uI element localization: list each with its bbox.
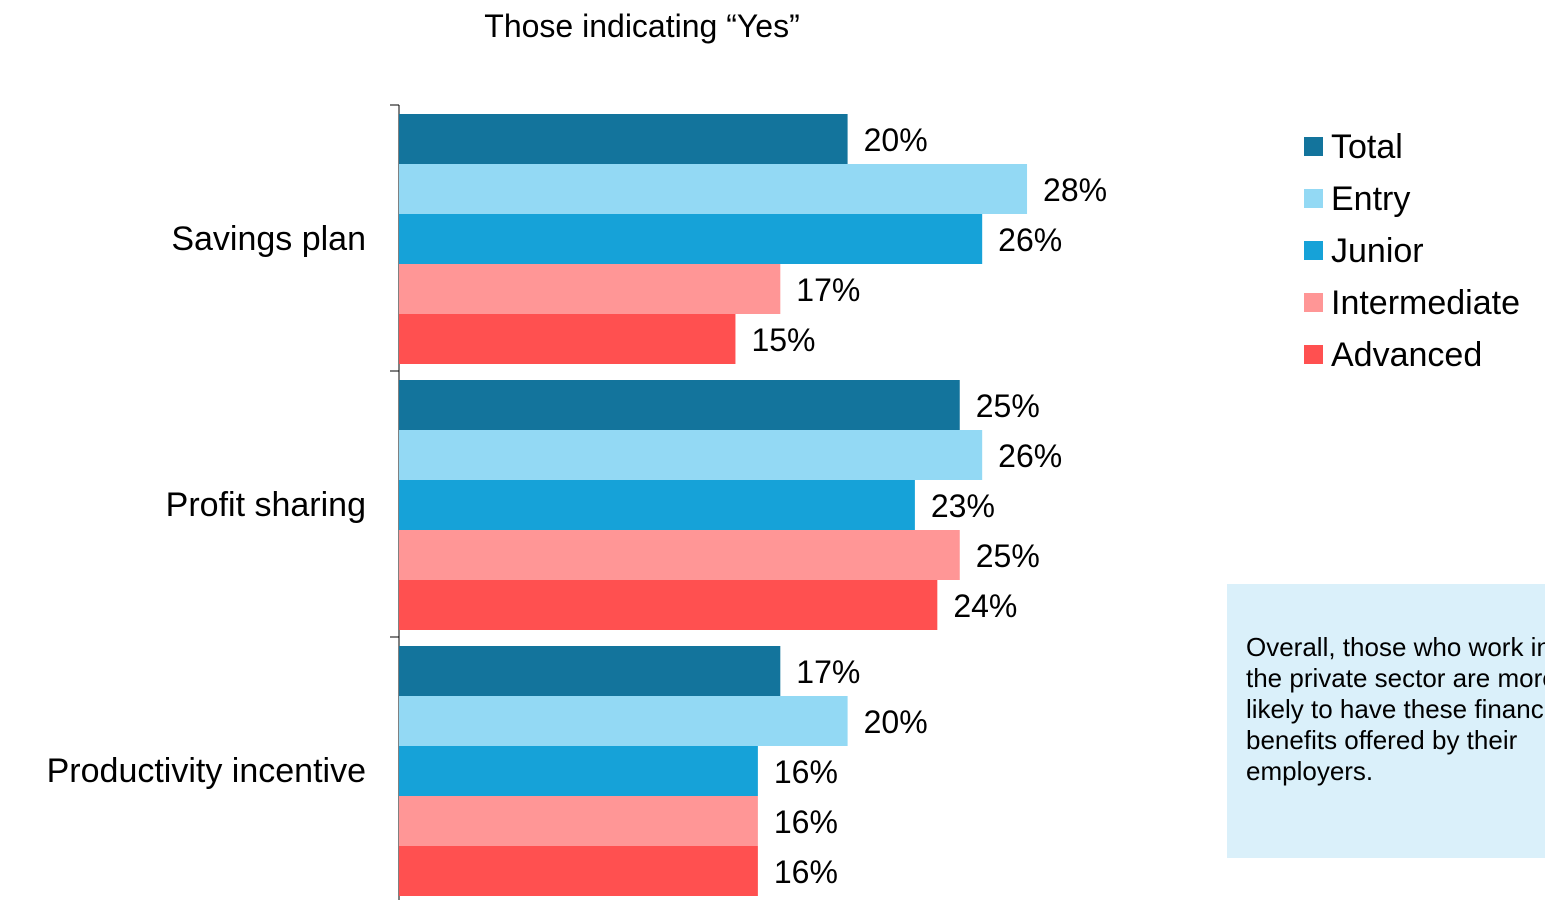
legend-label: Advanced <box>1331 336 1482 374</box>
bar-junior <box>399 214 983 264</box>
data-label: 26% <box>998 222 1062 258</box>
bar-intermediate <box>399 530 960 580</box>
category-label: Productivity incentive <box>47 752 366 790</box>
bar-advanced <box>399 580 938 630</box>
data-label: 16% <box>774 804 838 840</box>
legend-swatch <box>1304 241 1323 260</box>
legend-swatch <box>1304 189 1323 208</box>
bars <box>399 114 1028 896</box>
bar-junior <box>399 746 758 796</box>
callout-text: Overall, those who work in the private s… <box>1246 632 1545 786</box>
category-label: Savings plan <box>171 220 366 258</box>
data-label: 20% <box>864 704 928 740</box>
legend-label: Total <box>1331 128 1403 166</box>
bar-total <box>399 114 848 164</box>
data-label: 24% <box>953 588 1017 624</box>
legend-swatch <box>1304 345 1323 364</box>
data-label: 26% <box>998 438 1062 474</box>
data-label: 17% <box>796 272 860 308</box>
data-label: 17% <box>796 654 860 690</box>
data-label: 25% <box>976 538 1040 574</box>
data-label: 16% <box>774 754 838 790</box>
bar-total <box>399 646 781 696</box>
data-labels: 20%28%26%17%15%25%26%23%25%24%17%20%16%1… <box>751 122 1107 890</box>
bar-advanced <box>399 314 736 364</box>
legend: Total Entry Junior Intermediate Advanced <box>1304 128 1520 374</box>
chart-title: Those indicating “Yes” <box>484 8 799 44</box>
bar-total <box>399 380 960 430</box>
legend-label: Entry <box>1331 180 1410 218</box>
data-label: 16% <box>774 854 838 890</box>
data-label: 28% <box>1043 172 1107 208</box>
legend-label: Junior <box>1331 232 1424 270</box>
data-label: 15% <box>751 322 815 358</box>
category-labels: Savings plan Profit sharing Productivity i… <box>47 220 366 790</box>
callout-box: Overall, those who work in the private s… <box>1227 584 1545 858</box>
bar-entry <box>399 430 983 480</box>
data-label: 25% <box>976 388 1040 424</box>
legend-label: Intermediate <box>1331 284 1520 322</box>
category-label: Profit sharing <box>166 486 366 524</box>
bar-entry <box>399 696 848 746</box>
bar-junior <box>399 480 915 530</box>
bar-intermediate <box>399 264 781 314</box>
legend-swatch <box>1304 293 1323 312</box>
chart-axis <box>390 104 400 900</box>
bar-advanced <box>399 846 758 896</box>
bar-intermediate <box>399 796 758 846</box>
data-label: 23% <box>931 488 995 524</box>
legend-swatch <box>1304 137 1323 156</box>
bar-entry <box>399 164 1028 214</box>
data-label: 20% <box>864 122 928 158</box>
